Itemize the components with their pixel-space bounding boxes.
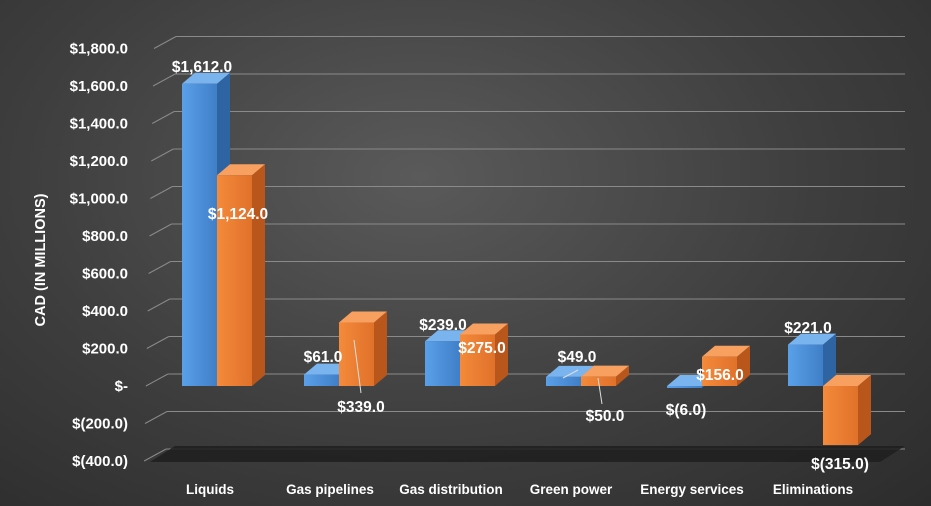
data-labels: $1,612.0 $61.0 $239.0 $49.0 $(6.0) $221.0 $1,1… — [172, 59, 869, 473]
bar-side — [737, 345, 750, 386]
gridline-depth — [153, 36, 177, 49]
x-category-label: Gas distribution — [399, 482, 503, 497]
gridline-depth — [145, 373, 169, 387]
bar — [460, 334, 495, 386]
x-category-label: Energy services — [640, 482, 744, 497]
gridline-depth — [144, 411, 168, 424]
gridline-depth — [150, 186, 173, 199]
bar — [788, 344, 823, 386]
x-category-label: Liquids — [186, 482, 234, 497]
y-tick-label: $800.0 — [82, 228, 128, 245]
bar-top — [702, 345, 750, 357]
bar — [304, 374, 339, 386]
gridline-depth — [143, 448, 167, 462]
x-category-label: Green power — [530, 482, 613, 497]
data-label: $50.0 — [586, 408, 625, 425]
gridline-depth — [151, 111, 175, 124]
gridline-depth — [149, 223, 172, 237]
y-tick-label: $1,000.0 — [70, 191, 128, 208]
bar-top — [460, 323, 508, 335]
data-label: $61.0 — [304, 349, 343, 366]
gridline-depth — [146, 336, 170, 349]
bars — [182, 72, 871, 446]
y-tick-label: $1,800.0 — [70, 41, 128, 58]
y-tick-label: $1,200.0 — [70, 153, 128, 170]
x-category-label: Gas pipelines — [286, 482, 374, 497]
bar-side — [823, 333, 836, 386]
bar — [425, 341, 460, 386]
bar — [667, 386, 702, 388]
y-tick-label: $(200.0) — [72, 416, 128, 433]
data-label: $(6.0) — [666, 402, 707, 419]
bar — [182, 83, 217, 386]
gridline-depth — [147, 298, 170, 312]
bar-top — [217, 164, 265, 176]
data-label: $1,612.0 — [172, 59, 232, 76]
data-label: $1,124.0 — [208, 206, 268, 223]
y-axis-ticks: $1,800.0 $1,600.0 $1,400.0 $1,200.0 $1,000.0… — [70, 41, 128, 471]
bar — [339, 322, 374, 386]
y-tick-label: $200.0 — [82, 341, 128, 358]
bar-top — [788, 333, 836, 345]
leader-line — [597, 377, 603, 405]
bar — [217, 175, 252, 386]
bar-side — [374, 311, 387, 386]
data-label: $156.0 — [696, 367, 743, 384]
y-tick-label: $1,600.0 — [70, 78, 128, 95]
gridline-depth — [151, 148, 174, 162]
gridline-depth — [152, 73, 176, 87]
x-category-label: Eliminations — [773, 482, 853, 497]
leader-line — [562, 369, 579, 379]
data-label: $239.0 — [419, 317, 466, 334]
y-tick-label: $(400.0) — [72, 453, 128, 470]
data-label: $(315.0) — [811, 456, 869, 473]
gridline-depth — [148, 261, 171, 274]
bar-side — [858, 375, 871, 446]
y-tick-label: $1,400.0 — [70, 116, 128, 133]
bar-top — [546, 365, 594, 377]
bar — [702, 356, 737, 386]
gridlines — [143, 36, 905, 462]
bar-top — [823, 375, 871, 386]
x-axis-categories: Liquids Gas pipelines Gas distribution Gree… — [186, 482, 853, 497]
y-tick-label: $400.0 — [82, 303, 128, 320]
data-label: $49.0 — [558, 349, 597, 366]
bar-top — [182, 72, 230, 84]
bar — [823, 386, 858, 446]
bar — [546, 376, 581, 386]
leader-line — [353, 339, 362, 394]
chart-floor — [150, 446, 905, 462]
floor-band — [150, 446, 905, 462]
data-label: $221.0 — [784, 320, 831, 337]
y-tick-label: $600.0 — [82, 266, 128, 283]
data-label: $339.0 — [337, 399, 384, 416]
bar-side — [616, 365, 629, 386]
y-axis-label: CAD (IN MILLIONS) — [33, 193, 49, 326]
bar-top — [581, 365, 629, 377]
y-tick-label: $- — [115, 378, 128, 395]
bar-side — [252, 164, 265, 386]
data-label: $275.0 — [458, 340, 505, 357]
bar-side — [495, 323, 508, 386]
bar-top — [339, 311, 387, 323]
